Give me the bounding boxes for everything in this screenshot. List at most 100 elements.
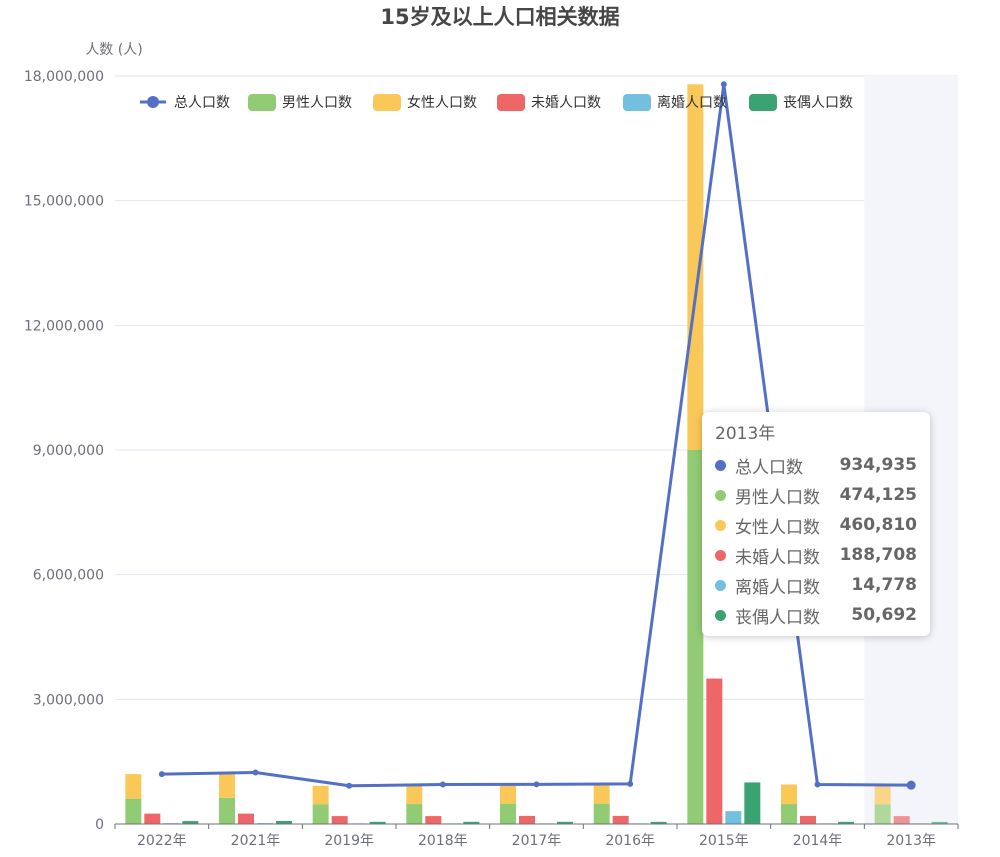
bar-widowed xyxy=(182,821,199,824)
legend-swatch-dot xyxy=(147,96,159,108)
tooltip-series-name: 男性人口数 xyxy=(735,487,820,508)
line-point xyxy=(533,781,540,788)
legend-label: 离婚人口数 xyxy=(657,94,727,111)
x-tick-label: 2018年 xyxy=(418,833,468,849)
bar-male xyxy=(781,804,797,824)
tooltip-value: 50,692 xyxy=(851,605,917,625)
bar-widowed xyxy=(557,821,573,824)
legend-swatch xyxy=(373,94,401,111)
legend-swatch xyxy=(497,94,525,111)
bar-divorced xyxy=(725,811,742,824)
tooltip-marker-icon xyxy=(715,549,726,561)
x-tick-label: 2016年 xyxy=(605,833,655,849)
bar-male xyxy=(687,450,704,824)
bar-female xyxy=(874,785,891,805)
tooltip-row: 总人口数 934,935 xyxy=(715,450,917,480)
x-tick-label: 2019年 xyxy=(324,833,374,849)
y-tick-label: 15,000,000 xyxy=(24,194,104,210)
bar-widowed xyxy=(931,821,948,824)
bar-male xyxy=(219,797,235,824)
x-tick-label: 2017年 xyxy=(512,833,562,849)
y-tick-label: 12,000,000 xyxy=(24,318,104,334)
line-point xyxy=(627,780,634,787)
tooltip-value: 14,778 xyxy=(851,575,917,595)
chart-title: 15岁及以上人口相关数据 xyxy=(380,5,619,29)
bar-female xyxy=(406,784,423,805)
tooltip-row: 男性人口数 474,125 xyxy=(715,480,917,510)
tooltip-value: 188,708 xyxy=(839,545,917,565)
tooltip-series-name: 总人口数 xyxy=(735,457,803,478)
tooltip-value: 934,935 xyxy=(839,455,917,475)
tooltip-rows: 总人口数 934,935 男性人口数 474,125 女性人口数 460,810 未婚人口数… xyxy=(715,450,917,630)
bar-widowed xyxy=(744,782,761,824)
tooltip-marker-icon xyxy=(715,579,726,591)
bar-unmarried xyxy=(800,815,816,824)
bar-unmarried xyxy=(331,816,348,824)
tooltip-series-name: 女性人口数 xyxy=(735,517,820,538)
tooltip-title: 2013年 xyxy=(715,424,776,444)
legend-swatch xyxy=(248,94,276,111)
bar-female xyxy=(219,772,235,798)
y-axis-label: 人数 (人) xyxy=(85,42,142,58)
bar-male xyxy=(500,803,516,824)
y-tick-label: 18,000,000 xyxy=(24,69,104,85)
line-point xyxy=(720,81,727,88)
bar-widowed xyxy=(369,821,386,824)
y-tick-label: 6,000,000 xyxy=(33,568,104,584)
x-tick-label: 2021年 xyxy=(231,833,281,849)
tooltip-row: 离婚人口数 14,778 xyxy=(715,570,917,600)
bar-female xyxy=(781,784,797,805)
y-tick-label: 3,000,000 xyxy=(33,692,104,708)
tooltip-marker-icon xyxy=(715,609,726,621)
bar-widowed xyxy=(650,821,667,824)
line-point xyxy=(346,782,353,789)
line-point xyxy=(252,769,259,776)
bar-unmarried xyxy=(612,815,629,824)
legend-swatch xyxy=(749,94,777,111)
y-tick-label: 0 xyxy=(95,817,104,833)
bar-unmarried xyxy=(893,816,910,824)
bar-male xyxy=(874,804,891,824)
bar-female xyxy=(500,784,516,804)
y-tick-label: 9,000,000 xyxy=(33,443,104,459)
x-tick-label: 2014年 xyxy=(793,833,843,849)
bar-unmarried xyxy=(144,813,161,824)
bar-female xyxy=(312,785,329,805)
line-point xyxy=(906,780,916,790)
bar-widowed xyxy=(463,821,480,824)
bar-female xyxy=(125,774,142,799)
tooltip-series-name: 离婚人口数 xyxy=(735,577,820,598)
bar-unmarried xyxy=(519,815,535,824)
x-tick-label: 2013年 xyxy=(886,833,936,849)
tooltip-series-name: 未婚人口数 xyxy=(735,547,820,568)
legend-label: 男性人口数 xyxy=(282,95,352,111)
line-point xyxy=(814,781,821,788)
tooltip: 2013年 总人口数 934,935 男性人口数 474,125 女性人口数 460,81… xyxy=(702,412,930,636)
line-point xyxy=(439,781,446,788)
x-tick-label: 2015年 xyxy=(699,833,749,849)
legend-swatch xyxy=(623,94,651,111)
bar-marks xyxy=(125,84,948,824)
bar-unmarried xyxy=(238,813,254,824)
tooltip-row: 女性人口数 460,810 xyxy=(715,510,917,540)
bar-male xyxy=(125,798,142,824)
bar-male xyxy=(312,804,329,824)
tooltip-series-name: 丧偶人口数 xyxy=(735,607,820,628)
x-tick-label: 2022年 xyxy=(137,833,187,849)
bar-unmarried xyxy=(706,678,723,824)
legend-label: 丧偶人口数 xyxy=(783,95,853,111)
bar-female xyxy=(593,783,610,804)
tooltip-value: 474,125 xyxy=(839,485,917,505)
legend-label: 未婚人口数 xyxy=(531,95,601,111)
bar-male xyxy=(593,803,610,824)
legend-label: 女性人口数 xyxy=(407,94,477,111)
tooltip-marker-icon xyxy=(715,459,726,471)
line-point xyxy=(158,771,165,778)
tooltip-row: 未婚人口数 188,708 xyxy=(715,540,917,570)
legend: 总人口数 男性人口数 女性人口数 未婚人口数 离婚人口数 丧偶人口数 xyxy=(140,94,853,111)
axes: 0 3,000,000 6,000,000 9,000,000 12,000,000 15… xyxy=(24,69,959,849)
bar-widowed xyxy=(276,821,292,824)
bar-unmarried xyxy=(425,816,442,824)
tooltip-value: 460,810 xyxy=(839,515,917,535)
tooltip-row: 丧偶人口数 50,692 xyxy=(715,600,917,630)
